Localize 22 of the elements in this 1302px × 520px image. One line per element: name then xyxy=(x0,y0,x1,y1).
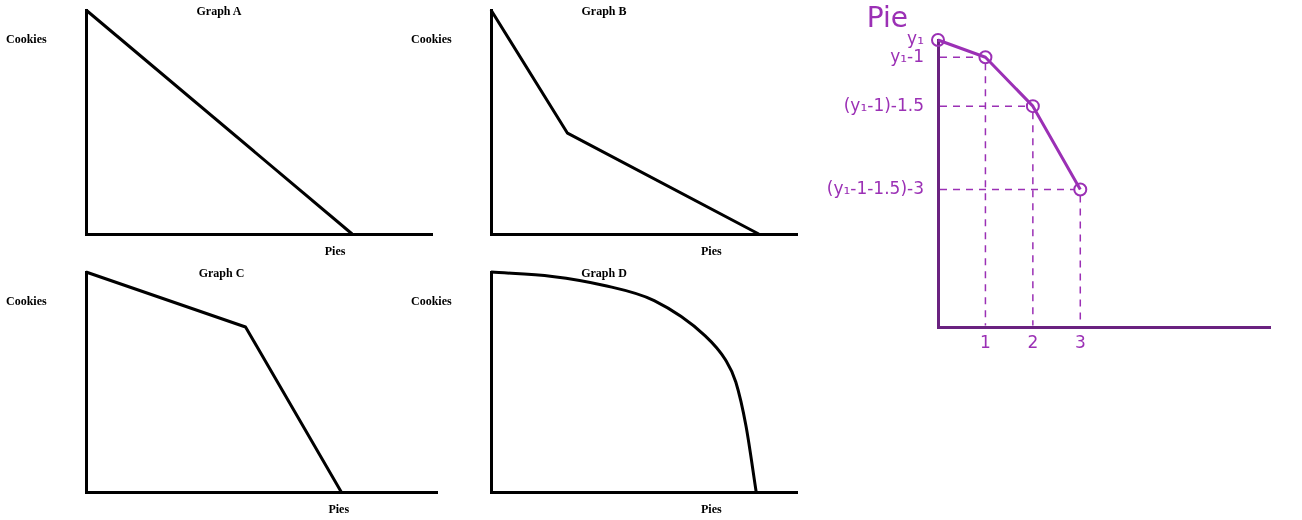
x-tick-label: 1 xyxy=(980,332,991,353)
y-axis-title: Cookies xyxy=(411,32,452,47)
x-axis-title: Pies xyxy=(700,244,722,259)
y-axis-title: Pie xyxy=(866,1,908,35)
y-axis-title: Cookies xyxy=(6,294,47,309)
text: (y₁-1)-1.5 xyxy=(843,94,924,115)
x-axis-title: Pies xyxy=(328,502,350,517)
chart-title: Graph A xyxy=(196,4,242,19)
point xyxy=(978,50,993,65)
point xyxy=(931,33,945,47)
chart-title: Graph B xyxy=(581,4,627,19)
x-axis-title: Pies xyxy=(700,502,722,517)
text: (y₁-1-1.5)-3 xyxy=(826,177,924,198)
y-axis-title: Cookies xyxy=(411,294,452,309)
point xyxy=(1025,99,1040,114)
x-tick-label: 2 xyxy=(1027,332,1039,353)
chart-title: Graph D xyxy=(581,266,628,281)
x-tick-label: 3 xyxy=(1074,332,1086,353)
chart-title: Graph C xyxy=(198,266,245,281)
x-axis-title: Pies xyxy=(324,244,346,259)
point xyxy=(1073,182,1088,197)
y-axis-title: Cookies xyxy=(6,32,47,47)
